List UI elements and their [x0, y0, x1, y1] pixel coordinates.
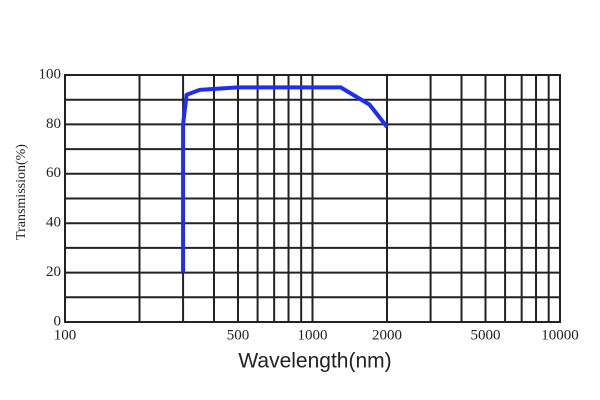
- y-tick-label: 100: [39, 66, 62, 82]
- y-tick-label: 0: [54, 313, 62, 329]
- y-tick-label: 80: [46, 116, 61, 132]
- y-tick-label: 40: [46, 215, 61, 231]
- x-tick-label: 500: [227, 327, 250, 343]
- plot-frame: [64, 74, 561, 323]
- x-tick-label: 2000: [372, 327, 402, 343]
- x-axis-label: Wavelength(nm): [238, 350, 391, 373]
- y-tick-label: 60: [46, 165, 61, 181]
- y-axis-label: Transmission(%): [14, 144, 29, 240]
- x-tick-label: 100: [54, 327, 77, 343]
- x-tick-label: 5000: [470, 327, 500, 343]
- y-tick-label: 20: [46, 264, 61, 280]
- data-line: [181, 85, 389, 273]
- x-tick-label: 1000: [298, 327, 328, 343]
- x-tick-label: 10000: [541, 327, 579, 343]
